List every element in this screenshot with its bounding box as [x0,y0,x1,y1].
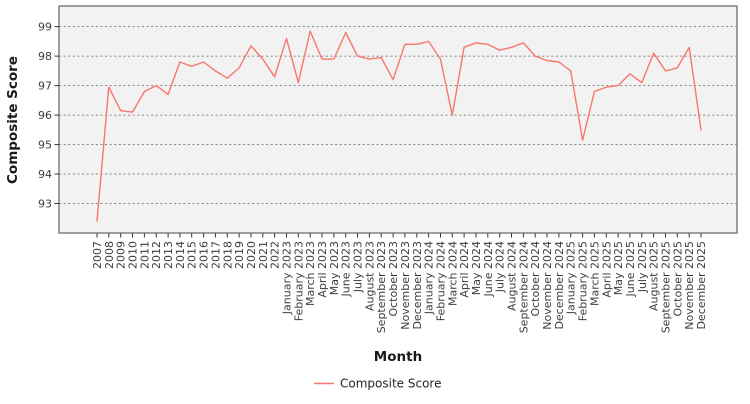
x-tick-label: March 2025 [588,241,601,306]
x-tick-label: February 2023 [292,241,305,321]
x-tick-label: May 2025 [612,241,625,295]
y-tick-label: 93 [38,197,52,210]
y-tick-label: 99 [38,20,52,33]
x-tick-label: 2020 [245,241,258,269]
plot-area: 9394959697989920072008200920102011201220… [38,5,738,333]
y-tick-label: 98 [38,50,52,63]
x-tick-label: August 2023 [363,241,376,311]
x-tick-label: 2013 [162,241,175,269]
x-tick-label: January 2023 [281,241,294,315]
x-tick-label: January 2024 [423,241,436,315]
x-tick-label: November 2025 [683,241,696,330]
x-tick-label: March 2023 [304,241,317,306]
x-tick-label: September 2023 [375,241,388,333]
x-axis-title: Month [374,349,422,365]
x-tick-label: November 2023 [399,241,412,330]
x-tick-label: April 2023 [316,241,329,298]
x-tick-label: January 2025 [565,241,578,315]
x-tick-label: August 2024 [506,241,519,311]
x-tick-label: April 2025 [600,241,613,298]
x-tick-label: 2015 [186,241,199,269]
x-tick-label: October 2025 [671,241,684,317]
x-tick-label: May 2024 [470,241,483,295]
x-tick-label: November 2024 [541,241,554,330]
x-tick-label: March 2024 [446,241,459,306]
x-tick-label: 2007 [91,241,104,269]
y-tick-label: 97 [38,79,52,92]
x-tick-label: December 2025 [695,241,708,330]
x-tick-label: May 2023 [328,241,341,295]
x-tick-label: December 2024 [553,241,566,330]
x-tick-label: October 2023 [387,241,400,317]
x-tick-label: 2011 [138,241,151,269]
x-tick-label: 2016 [198,241,211,269]
y-tick-label: 94 [38,168,52,181]
x-tick-label: October 2024 [529,241,542,317]
composite-score-line [96,30,702,222]
x-tick-label: 2010 [127,241,140,269]
x-tick-label: June 2025 [624,241,637,297]
x-tick-label: 2012 [150,241,163,269]
x-tick-label: July 2023 [352,241,365,293]
x-tick-label: 2017 [209,241,222,269]
x-tick-label: 2019 [233,241,246,269]
x-tick-label: July 2025 [636,241,649,293]
panel-background [59,6,737,233]
x-tick-label: September 2024 [517,241,530,333]
x-tick-label: 2009 [115,241,128,269]
legend: Composite Score [314,377,441,391]
x-tick-label: 2021 [257,241,270,269]
x-tick-label: July 2024 [494,241,507,293]
legend-label: Composite Score [340,377,441,391]
y-tick-label: 96 [38,109,52,122]
x-tick-label: February 2024 [435,241,448,321]
x-tick-label: August 2025 [648,241,661,311]
y-axis-title: Composite Score [5,56,21,184]
y-tick-label: 95 [38,138,52,151]
x-tick-label: June 2024 [482,241,495,297]
x-tick-label: September 2025 [660,241,673,333]
x-tick-label: 2022 [269,241,282,269]
x-tick-label: 2008 [103,241,116,269]
panel-border [58,5,738,234]
x-tick-label: April 2024 [458,241,471,298]
x-tick-label: 2014 [174,241,187,269]
x-tick-label: 2018 [221,241,234,269]
x-tick-label: February 2025 [577,241,590,321]
x-tick-label: June 2023 [340,241,353,297]
x-tick-label: December 2023 [411,241,424,330]
